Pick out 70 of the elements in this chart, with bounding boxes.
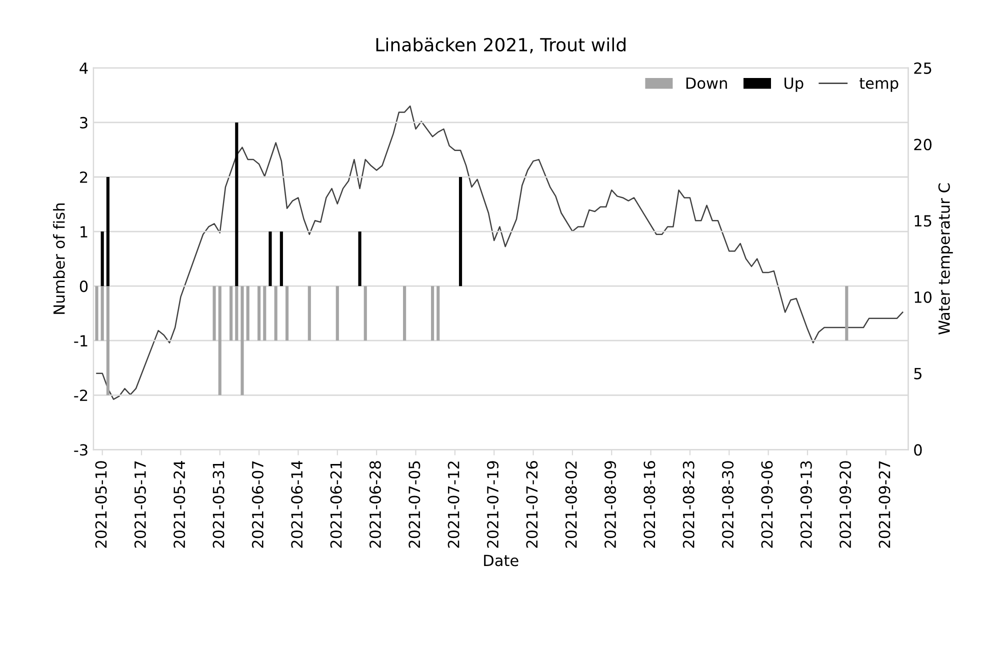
bar — [258, 286, 261, 341]
y-tick-label: 1 — [80, 226, 88, 238]
x-axis-title: Date — [484, 554, 518, 566]
x-tick-label: 2021-09-13 — [800, 461, 812, 548]
x-tick-label: 2021-09-06 — [761, 461, 773, 548]
bar — [436, 286, 440, 341]
bar — [845, 286, 848, 341]
bar — [430, 286, 434, 341]
x-tick-label: 2021-05-24 — [174, 460, 186, 548]
bar — [308, 286, 311, 341]
bar — [230, 286, 233, 341]
x-tick-label: 2021-08-09 — [604, 461, 616, 548]
bar — [235, 286, 238, 341]
y-tick-label: -1 — [74, 335, 88, 346]
bar — [106, 286, 110, 396]
y2-tick-label: 20 — [914, 138, 932, 150]
chart-title: Linabäcken 2021, Trout wild — [376, 38, 626, 54]
x-tick-label: 2021-08-30 — [722, 461, 734, 548]
bar — [280, 232, 283, 286]
bar — [246, 286, 250, 341]
bar — [263, 286, 266, 341]
y-tick-label: 2 — [80, 171, 88, 183]
x-tick-label: 2021-06-07 — [252, 461, 264, 548]
y2-tick-label: 0 — [914, 444, 922, 456]
x-tick-label: 2021-06-21 — [330, 461, 342, 548]
legend-label: Down — [686, 78, 727, 89]
bar — [364, 286, 367, 341]
y-tick-label: -3 — [74, 444, 88, 456]
x-tick-label: 2021-07-26 — [526, 461, 538, 548]
x-tick-label: 2021-05-10 — [95, 461, 107, 548]
x-tick-label: 2021-09-27 — [878, 461, 890, 548]
legend-label: Up — [784, 78, 804, 92]
x-tick-label: 2021-08-16 — [644, 461, 656, 548]
x-tick-label: 2021-07-12 — [448, 462, 460, 548]
bar — [285, 286, 289, 341]
y2-tick-label: 15 — [914, 215, 932, 227]
line-series — [96, 105, 904, 400]
y2-tick-label: 25 — [914, 62, 932, 74]
bar — [95, 286, 98, 341]
bar — [403, 286, 406, 341]
bar — [274, 286, 278, 341]
bar — [100, 286, 104, 341]
y2-tick-label: 10 — [914, 291, 932, 303]
x-tick-label: 2021-06-14 — [291, 460, 303, 548]
bar — [358, 232, 362, 286]
legend-label: temp — [860, 78, 898, 92]
x-tick-label: 2021-08-23 — [682, 461, 694, 548]
bar — [336, 286, 339, 341]
x-tick-label: 2021-06-28 — [369, 461, 381, 548]
y-axis-title: Number of fish — [53, 204, 65, 314]
bar — [212, 286, 216, 341]
x-tick-label: 2021-07-19 — [486, 461, 499, 548]
y-tick-label: -2 — [74, 390, 88, 401]
x-tick-label: 2021-05-31 — [212, 461, 224, 548]
y2-axis-title: Water temperatur C — [938, 183, 953, 335]
y-tick-label: 3 — [80, 116, 88, 128]
x-tick-label: 2021-08-02 — [565, 462, 577, 548]
bar — [240, 286, 244, 396]
bar — [106, 177, 110, 286]
y2-tick-label: 5 — [914, 368, 922, 380]
x-tick-label: 2021-09-20 — [840, 461, 852, 548]
bar — [268, 232, 272, 286]
bar — [235, 122, 238, 286]
x-tick-label: 2021-05-17 — [134, 461, 146, 548]
bar — [458, 177, 462, 286]
bar — [218, 286, 222, 396]
y-tick-label: 0 — [80, 280, 88, 292]
x-tick-label: 2021-07-05 — [408, 461, 420, 548]
bar — [100, 232, 104, 286]
y-tick-label: 4 — [80, 62, 88, 74]
